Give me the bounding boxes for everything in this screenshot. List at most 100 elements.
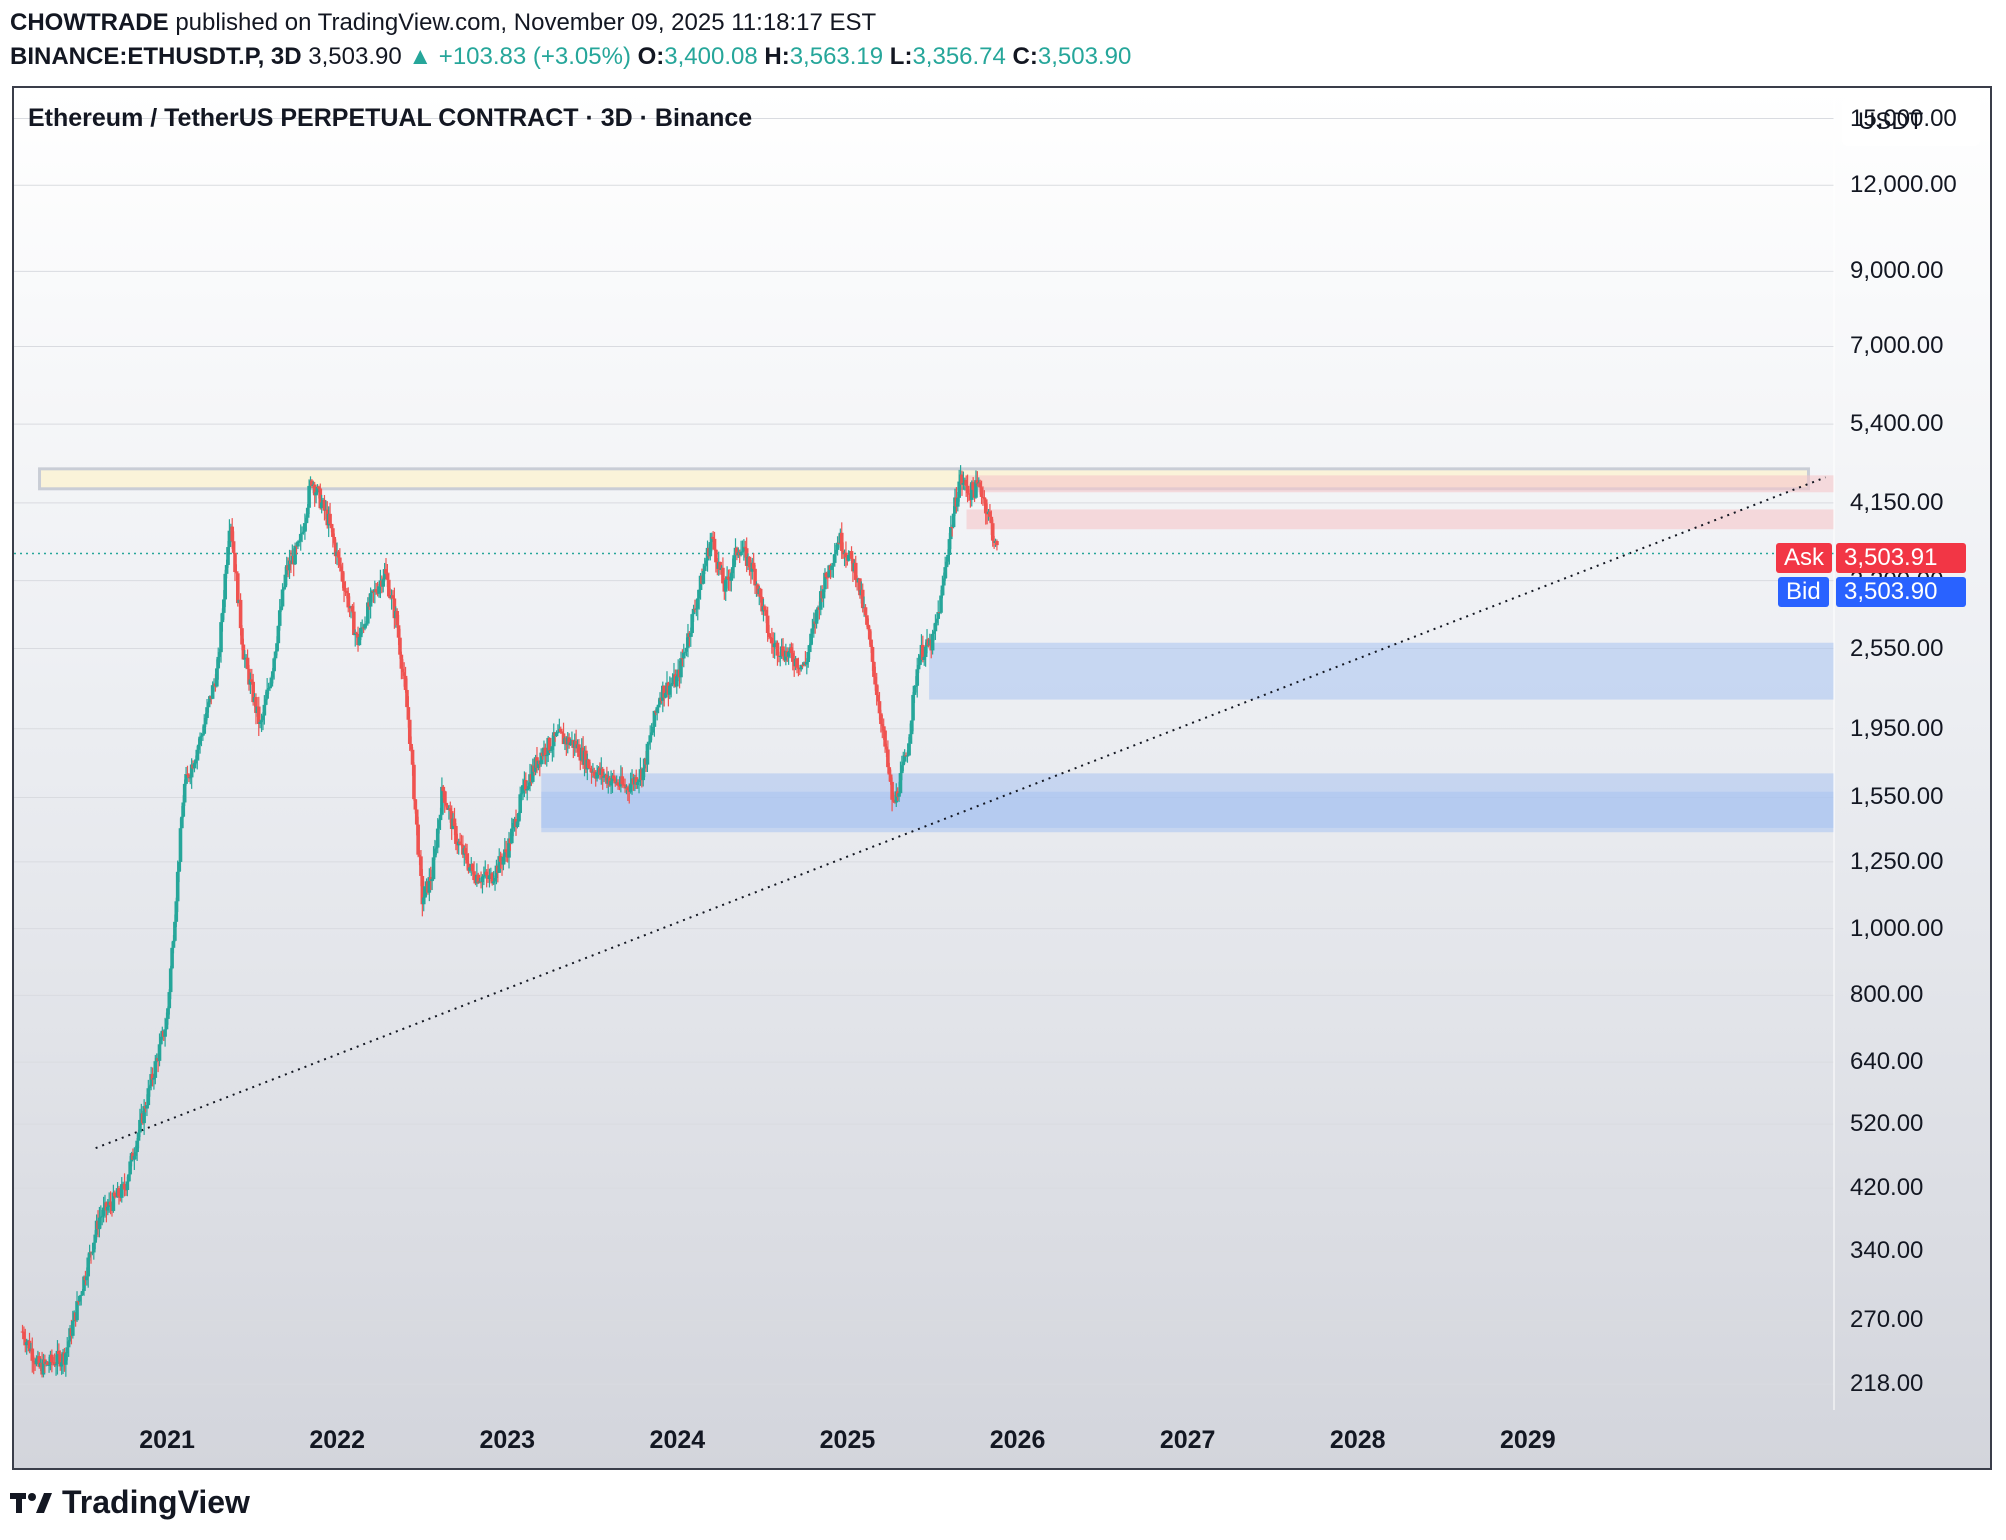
candle-body	[216, 656, 221, 669]
candle-body	[400, 668, 405, 673]
candle-body	[879, 713, 883, 725]
tradingview-logo[interactable]: TradingView	[10, 1484, 250, 1521]
candle-body	[995, 541, 999, 546]
candle-body	[602, 776, 606, 778]
candle-body	[691, 608, 696, 615]
candle-body	[382, 569, 387, 580]
time-tick-label: 2025	[819, 1426, 876, 1454]
candle-body	[786, 651, 791, 657]
candle-body	[312, 484, 317, 496]
candle-body	[965, 485, 970, 494]
candle-body	[230, 526, 235, 542]
candle-body	[75, 1301, 79, 1321]
candle-body	[877, 701, 882, 714]
candle-body	[623, 784, 627, 789]
candle-body	[526, 786, 531, 790]
candle-body	[577, 744, 581, 757]
candle-body	[126, 1174, 131, 1182]
candle-body	[416, 824, 420, 855]
candle-body	[670, 683, 675, 685]
support-zone	[541, 791, 1834, 833]
candle-body	[858, 578, 862, 596]
candle-body	[132, 1155, 137, 1160]
candle-body	[726, 576, 731, 580]
candle-body	[377, 586, 381, 594]
candle-body	[59, 1362, 64, 1367]
candle-body	[182, 783, 187, 803]
candle-body	[86, 1257, 91, 1277]
candle-body	[834, 549, 838, 555]
candle-body	[503, 849, 507, 857]
candle-body	[588, 767, 592, 769]
price-tick-label: 9,000.00	[1850, 257, 1944, 285]
candle-body	[860, 589, 865, 609]
candle-body	[226, 547, 230, 565]
trendline	[95, 476, 1826, 1150]
candle-body	[950, 526, 954, 528]
candle-body	[433, 848, 437, 858]
candle-body	[491, 881, 496, 884]
candle-body	[287, 560, 292, 571]
candle-body	[884, 746, 889, 750]
high-label: H:	[764, 43, 790, 70]
candle-body	[825, 577, 830, 579]
candle-body	[613, 778, 618, 784]
candle-body	[760, 597, 764, 612]
candle-body	[990, 523, 995, 541]
price-tick-label: 340.00	[1850, 1237, 1924, 1265]
candle-body	[669, 684, 673, 686]
candle-body	[318, 488, 323, 509]
candle-body	[112, 1192, 117, 1197]
candle-body	[368, 593, 373, 607]
candle-body	[34, 1358, 39, 1365]
candle-body	[510, 828, 514, 844]
candle-body	[839, 532, 844, 551]
candle-body	[128, 1161, 132, 1175]
tradingview-icon	[10, 1492, 52, 1513]
candle-body	[105, 1206, 110, 1211]
candle-body	[405, 689, 409, 708]
candle-body	[297, 540, 302, 542]
candle-body	[739, 551, 743, 556]
candle-body	[544, 755, 549, 757]
candle-body	[138, 1119, 142, 1133]
candle-body	[261, 715, 265, 721]
candle-body	[381, 579, 385, 587]
currency-selector[interactable]: USDT	[1842, 98, 1980, 146]
candle-body	[518, 794, 523, 814]
candle-body	[233, 552, 237, 573]
candle-body	[58, 1354, 63, 1367]
candle-body	[234, 572, 239, 574]
candle-body	[821, 589, 826, 599]
candle-body	[835, 542, 840, 550]
candle-body	[180, 816, 184, 829]
close-value: 3,503.90	[1037, 43, 1132, 70]
candle-body	[273, 651, 278, 659]
candle-body	[751, 562, 756, 569]
candle-body	[547, 737, 552, 751]
candle-body	[890, 781, 894, 800]
price-tick-label: 12,000.00	[1850, 171, 1957, 199]
candle-body	[714, 549, 718, 563]
candle-body	[468, 867, 472, 871]
publisher-name[interactable]: CHOWTRADE	[10, 9, 169, 36]
candle-body	[940, 585, 945, 596]
candle-body	[709, 536, 714, 543]
price-tick-label: 420.00	[1850, 1174, 1924, 1202]
candle-body	[684, 647, 689, 652]
price-change: ▲ +103.83 (+3.05%)	[408, 43, 631, 70]
candle-body	[336, 551, 341, 558]
candle-body	[951, 513, 956, 528]
time-tick-label: 2024	[649, 1426, 706, 1454]
candle-body	[916, 664, 921, 670]
candle-body	[923, 646, 928, 658]
candle-body	[354, 632, 359, 634]
candle-body	[883, 730, 887, 747]
candle-body	[168, 968, 173, 993]
candle-body	[280, 589, 285, 607]
candle-body	[184, 774, 188, 784]
candle-body	[133, 1152, 138, 1156]
candle-body	[694, 608, 699, 610]
candle-body	[57, 1350, 61, 1355]
